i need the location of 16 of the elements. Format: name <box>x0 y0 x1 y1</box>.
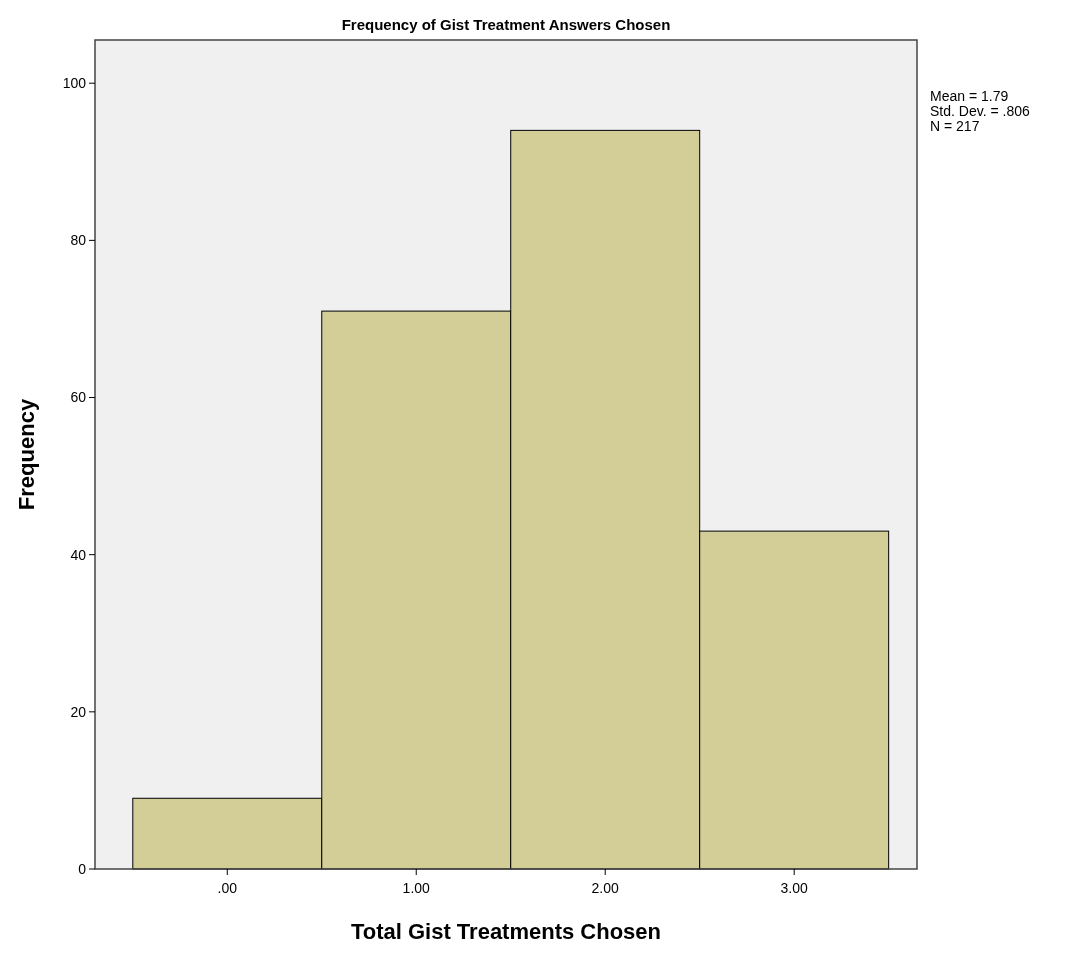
chart-title: Frequency of Gist Treatment Answers Chosen <box>341 16 671 33</box>
x-tick-label: 2.00 <box>591 880 620 896</box>
y-tick-label: 60 <box>70 389 87 406</box>
y-axis-title: Frequency <box>14 398 39 511</box>
x-tick-label: 3.00 <box>780 880 809 896</box>
text: N = 217 <box>930 118 980 134</box>
x-axis-title: Total Gist Treatments Chosen <box>350 919 662 944</box>
y-tick-label: 100 <box>62 75 87 92</box>
y-tick-label: 20 <box>70 703 87 720</box>
x-tick-label: 1.00 <box>402 880 431 896</box>
y-tick-label: 0 <box>78 860 87 877</box>
text: Mean = 1.79 <box>930 88 1009 104</box>
x-tick-label: .00 <box>217 880 238 896</box>
y-tick-label: 40 <box>70 546 87 563</box>
text: Std. Dev. = .806 <box>930 103 1030 119</box>
y-tick-label: 80 <box>70 232 87 249</box>
